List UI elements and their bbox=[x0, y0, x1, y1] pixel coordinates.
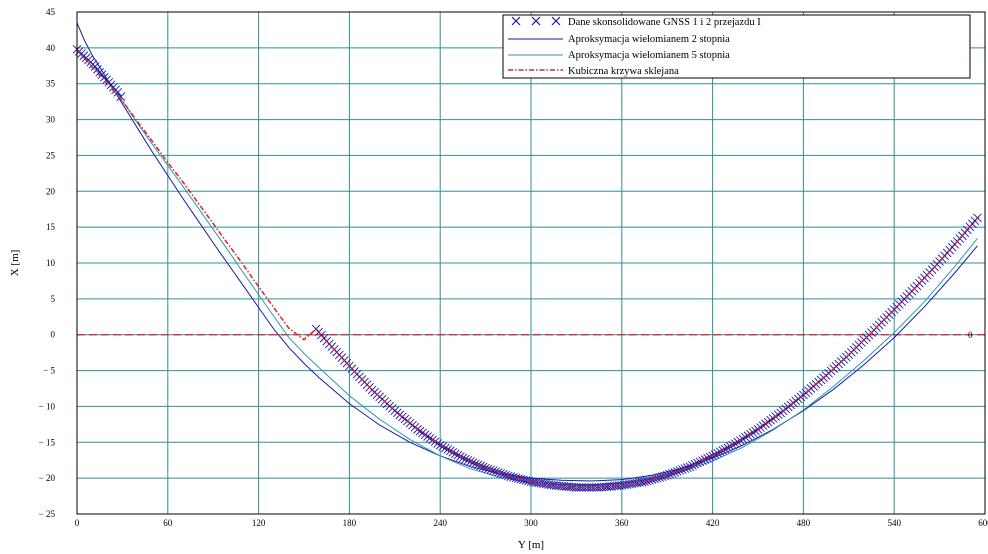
y-tick-labels: 45 40 35 30 25 20 15 10 5 0 − 5 − 10 − 15 − 20 − 25 bbox=[39, 7, 56, 519]
x-tick-label: 600 bbox=[978, 518, 988, 528]
y-tick-label: − 20 bbox=[39, 473, 56, 483]
y-tick-label: − 15 bbox=[39, 437, 56, 447]
series-line-spline bbox=[76, 48, 978, 489]
gnss-point bbox=[748, 428, 758, 437]
gnss-point bbox=[116, 92, 126, 101]
legend-label: Aproksymacja wielomianem 2 stopnia bbox=[568, 34, 730, 45]
x-tick-label: 240 bbox=[433, 518, 447, 528]
plot-frame bbox=[76, 11, 986, 515]
gnss-point bbox=[672, 467, 682, 476]
gnss-point bbox=[435, 440, 445, 450]
gnss-point bbox=[463, 455, 473, 465]
gnss-point bbox=[453, 450, 463, 460]
y-tick-label: 40 bbox=[46, 43, 56, 53]
legend-label: Kubiczna krzywa sklejana bbox=[568, 66, 679, 77]
gnss-point bbox=[509, 472, 518, 482]
gnss-point bbox=[667, 469, 677, 478]
series-layer bbox=[72, 22, 982, 492]
y-tick-label: 45 bbox=[46, 7, 56, 17]
legend-label: Dane skonsolidowane GNSS 1 i 2 przejazdu… bbox=[568, 17, 761, 28]
gnss-point bbox=[113, 88, 123, 97]
gnss-point bbox=[642, 476, 652, 486]
gnss-point bbox=[693, 458, 702, 468]
x-tick-labels: 0 60 120 180 240 300 360 420 480 540 600 bbox=[75, 518, 988, 528]
gnss-point bbox=[730, 439, 740, 449]
gnss-point bbox=[488, 466, 498, 476]
gnss-point bbox=[491, 467, 501, 476]
gnss-point bbox=[703, 453, 712, 463]
x-tick-label: 120 bbox=[252, 518, 266, 528]
legend-entry-poly5: Aproksymacja wielomianem 5 stopnia bbox=[508, 50, 730, 61]
legend-entry-gnss: Dane skonsolidowane GNSS 1 i 2 przejazdu… bbox=[511, 16, 761, 28]
gnss-point bbox=[695, 457, 705, 467]
x-tick-label: 0 bbox=[75, 518, 80, 528]
legend-box bbox=[502, 14, 971, 79]
gnss-point bbox=[733, 437, 743, 447]
gnss-point bbox=[501, 470, 511, 480]
gnss-point bbox=[478, 462, 488, 472]
gnss-point bbox=[481, 463, 490, 473]
legend-swatch-x-markers bbox=[511, 16, 561, 26]
x-axis-label: Y [m] bbox=[518, 539, 544, 551]
x-tick-label: 60 bbox=[163, 518, 173, 528]
x-tick-label: 300 bbox=[524, 518, 538, 528]
y-tick-label: − 5 bbox=[43, 366, 55, 376]
legend-label: Aproksymacja wielomianem 5 stopnia bbox=[568, 50, 730, 61]
gnss-point bbox=[720, 444, 730, 454]
y-tick-label: 35 bbox=[46, 79, 56, 89]
gnss-point bbox=[751, 426, 760, 436]
x-tick-label: 480 bbox=[797, 518, 811, 528]
gnss-point bbox=[738, 434, 748, 444]
legend-entry-poly2: Aproksymacja wielomianem 2 stopnia bbox=[508, 34, 730, 45]
gnss-point bbox=[973, 213, 982, 223]
gnss-point bbox=[657, 472, 667, 482]
gnss-point bbox=[468, 458, 478, 467]
gnss-point bbox=[683, 463, 692, 472]
gnss-point bbox=[652, 473, 662, 483]
y-tick-label: 10 bbox=[46, 258, 56, 268]
gnss-point bbox=[498, 469, 508, 479]
zero-line-label: 0 bbox=[968, 330, 973, 340]
y-tick-label: 5 bbox=[51, 294, 56, 304]
gnss-point bbox=[451, 449, 460, 459]
y-tick-label: − 10 bbox=[39, 401, 56, 411]
x-tick-label: 420 bbox=[706, 518, 720, 528]
legend-entry-spline: Kubiczna krzywa sklejana bbox=[508, 66, 679, 77]
gnss-point bbox=[519, 475, 528, 485]
gnss-point bbox=[440, 443, 450, 453]
gnss-point bbox=[715, 447, 725, 457]
gnss-point bbox=[723, 443, 733, 453]
y-axis-label: X [m] bbox=[9, 250, 21, 277]
x-tick-label: 360 bbox=[615, 518, 629, 528]
gnss-point bbox=[647, 475, 657, 484]
y-tick-label: 30 bbox=[46, 115, 56, 125]
gnss-point bbox=[511, 473, 521, 483]
gnss-point bbox=[637, 477, 647, 487]
y-tick-label: 20 bbox=[46, 186, 56, 196]
y-tick-label: − 25 bbox=[39, 509, 56, 519]
y-tick-label: 25 bbox=[46, 150, 56, 160]
gnss-point bbox=[662, 470, 672, 480]
gnss-point bbox=[705, 452, 715, 462]
y-tick-label: 15 bbox=[46, 222, 56, 232]
x-tick-label: 180 bbox=[343, 518, 357, 528]
legend: Dane skonsolidowane GNSS 1 i 2 przejazdu… bbox=[502, 14, 971, 79]
y-tick-label: 0 bbox=[51, 330, 56, 340]
gnss-point bbox=[521, 476, 531, 485]
series-line-poly5 bbox=[76, 50, 978, 486]
x-tick-label: 540 bbox=[887, 518, 901, 528]
